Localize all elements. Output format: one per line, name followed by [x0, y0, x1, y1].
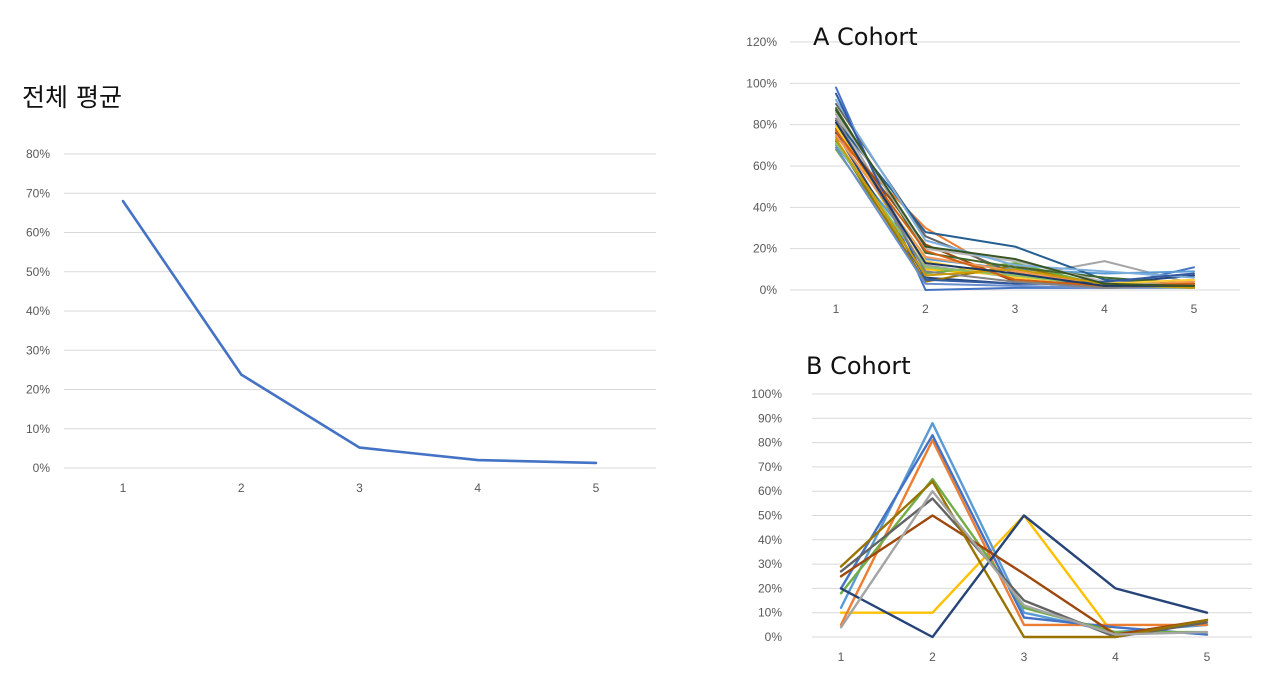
series-line-b3 [839, 439, 1209, 627]
y-tick-label: 0% [33, 461, 51, 475]
series-line-b9 [839, 514, 1209, 639]
x-tick-label: 4 [1112, 650, 1119, 664]
gridlines [812, 393, 1252, 638]
chart-title-b-cohort: B Cohort [806, 352, 911, 380]
y-tick-label: 20% [758, 581, 782, 595]
chart-b-cohort: B Cohort 0%10%20%30%40%50%60%70%80%90%10… [751, 352, 1252, 664]
x-tick-label: 2 [238, 481, 245, 495]
x-tick-label: 1 [833, 302, 840, 316]
chart-a-cohort: 0% 20% 40% 60% 80% 100% 120% 1 2 3 4 5 A Cohort [746, 23, 1240, 316]
series-lines [835, 86, 1195, 291]
y-axis-ticks: 0% 10% 20% 30% 40% 50% 60% 70% 80% [26, 147, 50, 475]
y-tick-label: 0% [760, 283, 778, 297]
gridlines [64, 153, 656, 469]
y-tick-label: 70% [758, 460, 782, 474]
x-tick-label: 5 [593, 481, 600, 495]
y-tick-label: 40% [753, 200, 777, 214]
y-tick-label: 80% [26, 147, 50, 161]
x-tick-label: 1 [838, 650, 845, 664]
x-tick-label: 4 [1101, 302, 1108, 316]
chart-overall: 전체 평균 0% 10% 20% 30% 40% 50% 60% 70% 80% 1 2 3 4 5 [22, 83, 656, 495]
x-tick-label: 3 [356, 481, 363, 495]
y-tick-label: 30% [26, 343, 50, 357]
y-tick-label: 80% [753, 118, 777, 132]
x-axis-ticks: 1 2 3 4 5 [833, 302, 1198, 316]
y-tick-label: 80% [758, 436, 782, 450]
series-line-b10 [839, 490, 1209, 636]
series-line-전체-평균 [121, 199, 598, 465]
x-tick-label: 1 [120, 481, 127, 495]
series-lines [839, 422, 1209, 639]
y-tick-label: 100% [751, 387, 782, 401]
y-axis-ticks: 0% 20% 40% 60% 80% 100% 120% [746, 35, 777, 297]
x-tick-label: 3 [1012, 302, 1019, 316]
series-line-b5 [839, 477, 1209, 634]
y-tick-label: 50% [26, 265, 50, 279]
series-line-a23 [835, 121, 1195, 287]
chart-title-overall: 전체 평균 [22, 83, 122, 112]
y-tick-label: 50% [758, 509, 782, 523]
y-tick-label: 60% [26, 226, 50, 240]
series-line-a21 [835, 117, 1195, 289]
y-tick-label: 60% [753, 159, 777, 173]
x-axis-ticks: 1 2 3 4 5 [120, 481, 600, 495]
y-tick-label: 90% [758, 411, 782, 425]
y-tick-label: 30% [758, 557, 782, 571]
x-tick-label: 4 [474, 481, 481, 495]
series-line-a17 [835, 98, 1195, 279]
x-tick-label: 5 [1204, 650, 1211, 664]
y-tick-label: 60% [758, 484, 782, 498]
x-tick-label: 2 [929, 650, 936, 664]
x-tick-label: 3 [1021, 650, 1028, 664]
chart-title-a-cohort: A Cohort [813, 23, 918, 51]
y-tick-label: 20% [753, 242, 777, 256]
x-tick-label: 2 [922, 302, 929, 316]
y-tick-label: 0% [765, 630, 783, 644]
y-tick-label: 10% [26, 422, 50, 436]
y-tick-label: 70% [26, 186, 50, 200]
y-axis-ticks: 0% 10% 20% 30% 40% 50% 60% 70% 80% 90% 100% [751, 387, 782, 644]
y-tick-label: 20% [26, 383, 50, 397]
gridlines [790, 41, 1240, 291]
y-tick-label: 40% [758, 533, 782, 547]
y-tick-label: 100% [746, 76, 777, 90]
series-line-b8 [839, 480, 1209, 639]
y-tick-label: 10% [758, 606, 782, 620]
y-tick-label: 120% [746, 35, 777, 49]
x-tick-label: 5 [1191, 302, 1198, 316]
x-axis-ticks: 1 2 3 4 5 [838, 650, 1211, 664]
series-line-a24 [835, 109, 1195, 287]
series-lines [121, 199, 598, 465]
y-tick-label: 40% [26, 304, 50, 318]
